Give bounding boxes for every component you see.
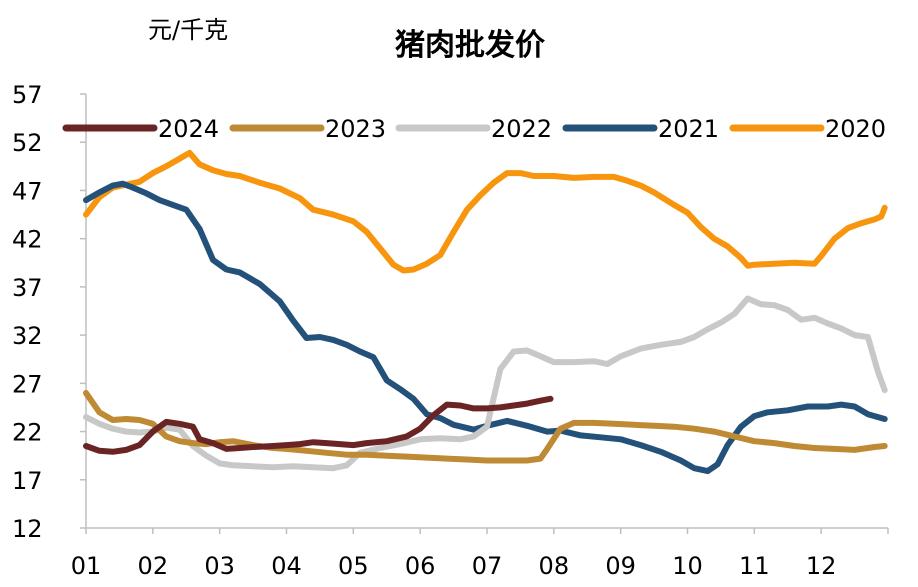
chart-title: 猪肉批发价 bbox=[395, 28, 545, 63]
y-tick-labels: 57 52 47 42 37 32 27 22 17 12 bbox=[12, 81, 86, 543]
y-tick-label: 52 bbox=[12, 129, 43, 157]
series-line-2020 bbox=[83, 149, 888, 274]
legend-label-2024: 2024 bbox=[158, 115, 219, 143]
y-tick-label: 42 bbox=[12, 226, 43, 254]
x-tick-label: 06 bbox=[405, 552, 436, 580]
x-tick-label: 01 bbox=[71, 552, 102, 580]
x-tick-label: 10 bbox=[672, 552, 703, 580]
legend: 2024 2023 2022 2021 2020 bbox=[62, 115, 886, 143]
y-axis-unit-label: 元/千克 bbox=[148, 16, 228, 44]
legend-label-2023: 2023 bbox=[325, 115, 386, 143]
x-tick-label: 05 bbox=[338, 552, 369, 580]
legend-label-2021: 2021 bbox=[658, 115, 719, 143]
x-tick-label: 02 bbox=[138, 552, 169, 580]
y-tick-label: 27 bbox=[12, 370, 43, 398]
x-tick-label: 12 bbox=[806, 552, 837, 580]
legend-label-2020: 2020 bbox=[825, 115, 886, 143]
y-tick-label: 17 bbox=[12, 467, 43, 495]
y-tick-label: 32 bbox=[12, 322, 43, 350]
series-lines bbox=[83, 149, 888, 475]
series-line-2023 bbox=[83, 390, 888, 464]
y-tick-label: 47 bbox=[12, 177, 43, 205]
y-tick-label: 57 bbox=[12, 81, 43, 109]
legend-label-2022: 2022 bbox=[491, 115, 552, 143]
x-tick-label: 04 bbox=[271, 552, 302, 580]
y-tick-label: 37 bbox=[12, 274, 43, 302]
x-tick-label: 08 bbox=[539, 552, 570, 580]
x-tick-label: 11 bbox=[739, 552, 770, 580]
x-tick-label: 09 bbox=[605, 552, 636, 580]
y-tick-label: 22 bbox=[12, 419, 43, 447]
series-line-2021 bbox=[83, 180, 888, 475]
y-tick-label: 12 bbox=[12, 515, 43, 543]
x-tick-label: 07 bbox=[472, 552, 503, 580]
series-line-2024 bbox=[83, 395, 554, 455]
series-line-2022 bbox=[83, 295, 888, 472]
x-tick-labels: 01 02 03 04 05 06 07 08 09 10 11 12 bbox=[71, 528, 889, 580]
x-tick-label: 03 bbox=[204, 552, 235, 580]
